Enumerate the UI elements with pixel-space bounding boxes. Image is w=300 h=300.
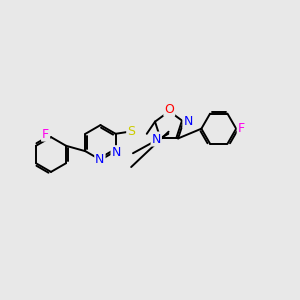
Text: F: F	[238, 122, 245, 135]
Text: N: N	[95, 153, 105, 167]
Text: N: N	[183, 115, 193, 128]
Text: N: N	[152, 133, 161, 146]
Text: F: F	[42, 128, 49, 141]
Text: N: N	[112, 146, 121, 159]
Text: O: O	[164, 103, 174, 116]
Text: S: S	[127, 125, 135, 138]
